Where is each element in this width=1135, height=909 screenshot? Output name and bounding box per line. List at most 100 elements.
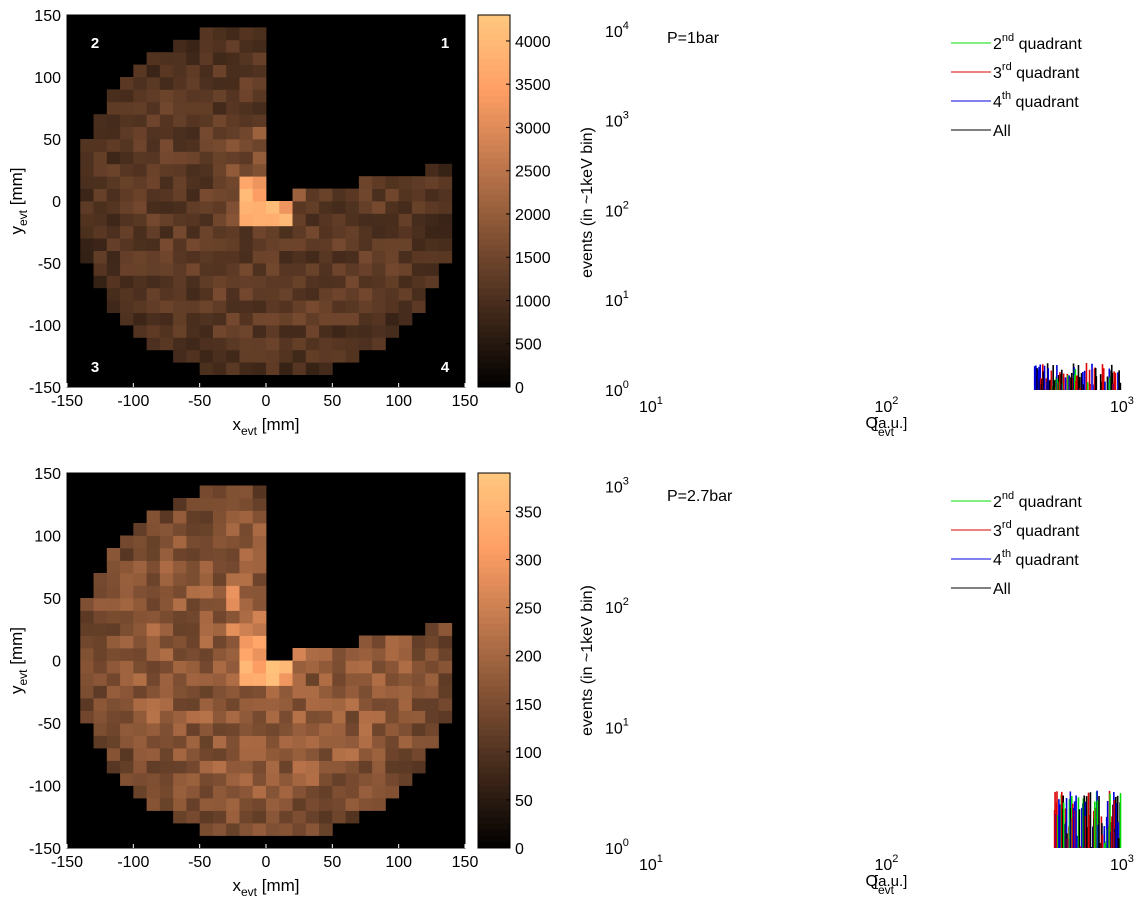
heatmap-cell [199,312,214,326]
quadrant-label: 4 [441,359,450,376]
heatmap-cell [358,287,373,301]
heatmap-cell [186,300,201,313]
heatmap-cell [212,535,227,549]
heatmap-cell [186,498,201,511]
heatmap-cell [411,673,426,686]
heatmap-cell [159,101,174,115]
heatmap-cell [186,735,201,749]
colorbar-segment [478,648,510,655]
heatmap-cell [120,548,134,561]
heatmap-cell [345,748,360,761]
heatmap-cell [106,238,121,251]
heatmap-cell [173,114,187,127]
heatmap-cell [212,573,227,586]
heatmap-cell [372,312,386,326]
spectrum-x-label-sub: evt [878,425,895,439]
heatmap-cell [425,685,439,699]
heatmap-cell [239,263,254,276]
heatmap-cell [305,312,320,326]
heatmap-cell [358,213,373,227]
colorbar-segment [478,331,510,338]
colorbar-segment [478,516,510,524]
heatmap-cell [159,126,174,140]
heatmap-cell [199,510,214,524]
heatmap-cell [146,635,161,649]
heatmap-cell [279,201,293,214]
y-tick-label-exp: 2 [623,596,629,608]
legend-entry-main: 3 [993,65,1002,82]
heatmap-cell [186,225,201,239]
heatmap-cell [292,698,307,711]
heatmap-cell [159,685,174,699]
heatmap-cell [319,312,333,326]
heatmap-cell [226,213,240,227]
colorbar-segment [478,219,510,227]
heatmap-cell [239,735,254,749]
heatmap-cell [345,250,360,264]
heatmap-cell [199,523,214,536]
colorbar-segment [478,356,510,363]
y-tick-label: 100 [34,70,61,87]
heatmap-cell [411,263,426,276]
colorbar-segment [478,108,510,115]
heatmap-cell [252,312,267,326]
heatmap-cell [292,325,307,338]
heatmap-cell [411,735,426,749]
heatmap-cell [266,685,280,699]
colorbar-segment [478,554,510,561]
colorbar-segment [478,269,510,276]
heatmap-cell [120,635,134,649]
heatmap-cell [186,523,201,536]
heatmap-cell [226,176,240,189]
heatmap-cell [159,648,174,661]
heatmap-cell [305,225,320,239]
heatmap-cell [146,238,161,251]
y-tick-label: 101 [605,289,629,310]
heatmap-cell [146,660,161,674]
heatmap-cell [252,52,267,65]
heatmap-cell [425,275,439,289]
heatmap-cell [226,523,240,536]
x-tick-label-base: 10 [875,399,893,416]
heatmap-cell [226,648,240,661]
colorbar-segment [478,716,510,724]
heatmap-cell [279,362,293,375]
heatmap-cell [332,673,346,686]
heatmap-cell [212,560,227,574]
heatmap-cell [226,485,240,499]
heatmap-cell [212,263,227,276]
heatmap-cell [159,510,174,524]
colorbar-segment [478,829,510,836]
heatmap-cell [226,573,240,586]
heatmap-cell [239,635,254,649]
heatmap-cell [120,560,134,574]
heatmap-cell [372,723,386,736]
colorbar-segment [478,39,510,47]
heatmap-cell [106,573,121,586]
heatmap-cell [358,710,373,724]
heatmap-cell [279,287,293,301]
heatmap-cell [425,176,439,189]
heatmap-cell [212,723,227,736]
heatmap-cell [358,723,373,736]
heatmap-cell [173,585,187,599]
heatmap-cell [212,673,227,686]
heatmap-cell [398,698,413,711]
heatmap-cell [398,250,413,264]
heatmap-cell [199,748,214,761]
heatmap-cell [120,312,134,326]
heatmap-cell [332,349,346,363]
heatmap-cell [319,773,333,786]
heatmap-cell [372,698,386,711]
heatmap-cell [212,126,227,140]
heatmap-cell [425,225,439,239]
colorbar-segment [478,318,510,326]
x-axis-label-main: x [232,876,241,895]
heatmap-cell [159,798,174,811]
heatmap-cell [239,485,254,499]
y-tick-label-base: 10 [605,600,623,617]
colorbar-tick-label: 50 [515,793,533,810]
y-axis-label: yevt [mm] [7,167,30,234]
y-tick-label-exp: 2 [623,199,629,211]
heatmap-cell [226,510,240,524]
